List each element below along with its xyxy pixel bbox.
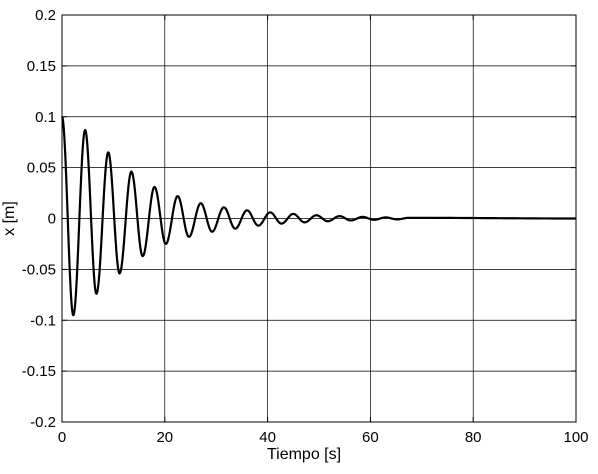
y-tick-label: 0.2 xyxy=(35,7,56,24)
y-tick-label: 0.05 xyxy=(27,160,56,177)
x-tick-label: 0 xyxy=(58,429,66,446)
x-tick-label: 80 xyxy=(465,429,482,446)
y-axis-label: x [m] xyxy=(1,201,18,236)
tick-labels: 0 20 40 60 80 100 -0.2 -0.15 -0.1 -0.05 0 0.05 0.1 0.… xyxy=(22,7,589,446)
grid xyxy=(62,15,576,422)
y-tick-label: -0.15 xyxy=(22,363,56,380)
y-tick-label: -0.1 xyxy=(30,312,56,329)
y-tick-label: 0 xyxy=(48,211,56,228)
x-tick-label: 20 xyxy=(156,429,173,446)
tick-marks xyxy=(61,14,577,423)
y-tick-label: 0.1 xyxy=(35,109,56,126)
y-tick-label: 0.15 xyxy=(27,58,56,75)
x-tick-label: 60 xyxy=(362,429,379,446)
y-tick-label: -0.05 xyxy=(22,261,56,278)
x-axis-label: Tiempo [s] xyxy=(267,446,341,463)
y-tick-label: -0.2 xyxy=(30,414,56,431)
x-tick-label: 40 xyxy=(259,429,276,446)
series-line-displacement xyxy=(61,116,576,317)
x-tick-label: 100 xyxy=(563,429,588,446)
